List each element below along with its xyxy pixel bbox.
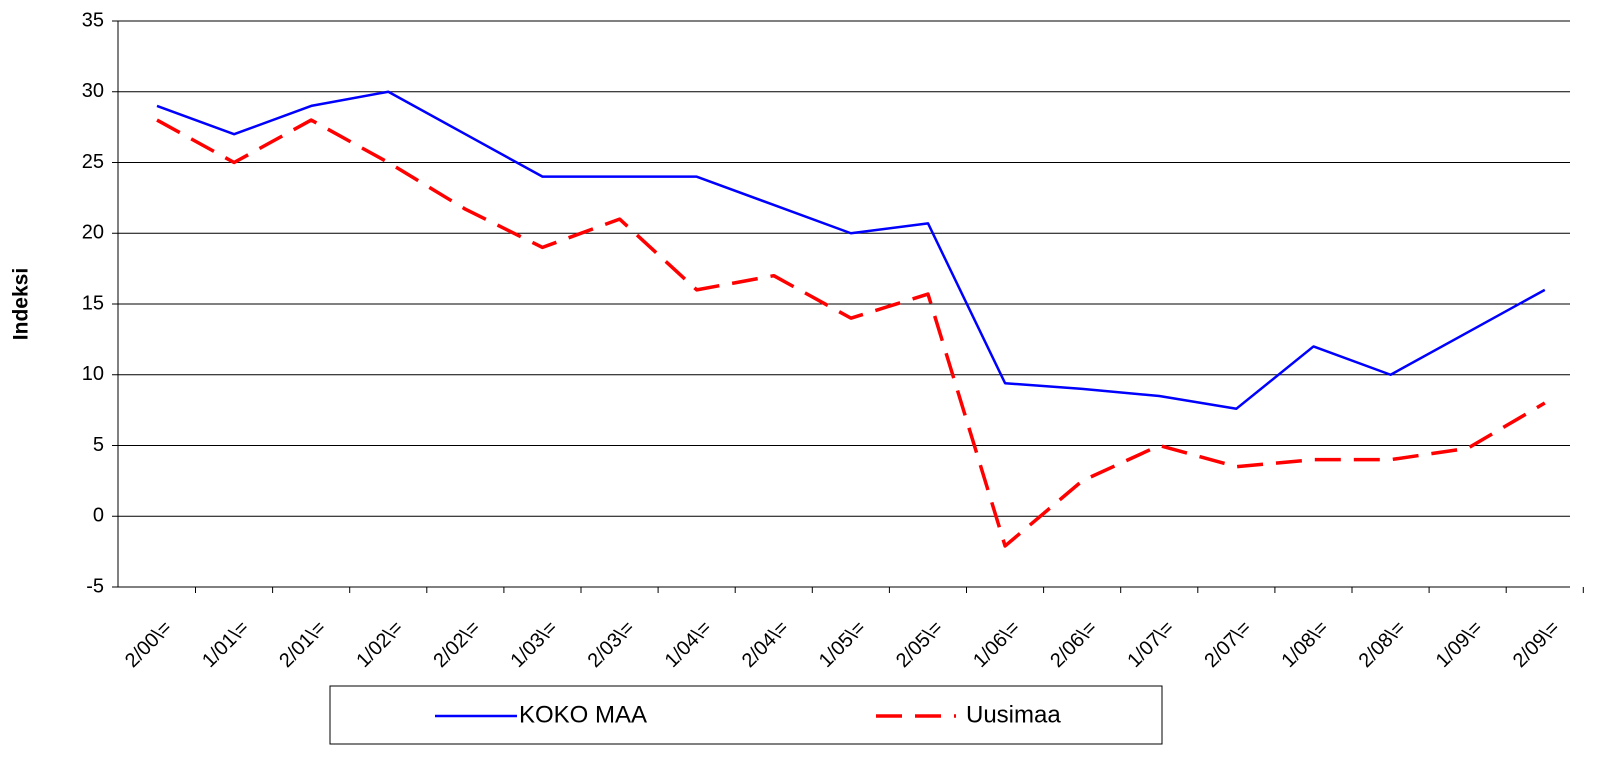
y-tick-label: 35 <box>82 9 104 31</box>
y-tick-label: 10 <box>82 363 104 385</box>
y-tick-label: 0 <box>93 505 104 527</box>
x-tick-label: 2/01\= <box>275 617 330 672</box>
x-tick-label: 1/08\= <box>1277 617 1332 672</box>
x-tick-label: 1/02\= <box>352 617 407 672</box>
x-tick-label: 2/04\= <box>738 617 793 672</box>
y-tick-label: 5 <box>93 434 104 456</box>
x-tick-label: 2/09\= <box>1509 617 1564 672</box>
x-tick-label: 2/03\= <box>584 617 639 672</box>
y-axis-label: Indeksi <box>10 268 33 340</box>
x-tick-label: 2/02\= <box>429 617 484 672</box>
x-tick-label: 1/05\= <box>815 617 870 672</box>
x-tick-label: 2/05\= <box>892 617 947 672</box>
x-tick-label: 2/07\= <box>1200 617 1255 672</box>
x-tick-label: 1/01\= <box>198 617 253 672</box>
y-tick-label: 25 <box>82 151 104 173</box>
x-tick-label: 1/09\= <box>1432 617 1487 672</box>
x-tick-label: 2/00\= <box>121 617 176 672</box>
x-tick-label: 1/04\= <box>661 617 716 672</box>
x-tick-label: 1/06\= <box>969 617 1024 672</box>
x-tick-label: 2/08\= <box>1355 617 1410 672</box>
x-tick-label: 1/07\= <box>1123 617 1178 672</box>
y-tick-label: -5 <box>86 575 104 597</box>
x-tick-label: 2/06\= <box>1046 617 1101 672</box>
series-line <box>156 90 1546 410</box>
x-tick-label: 1/03\= <box>506 617 561 672</box>
legend-label: Uusimaa <box>966 701 1061 728</box>
legend-label: KOKO MAA <box>519 701 647 728</box>
series-line <box>156 118 1546 548</box>
y-tick-label: 30 <box>82 80 104 102</box>
y-tick-label: 20 <box>82 222 104 244</box>
y-tick-label: 15 <box>82 292 104 314</box>
